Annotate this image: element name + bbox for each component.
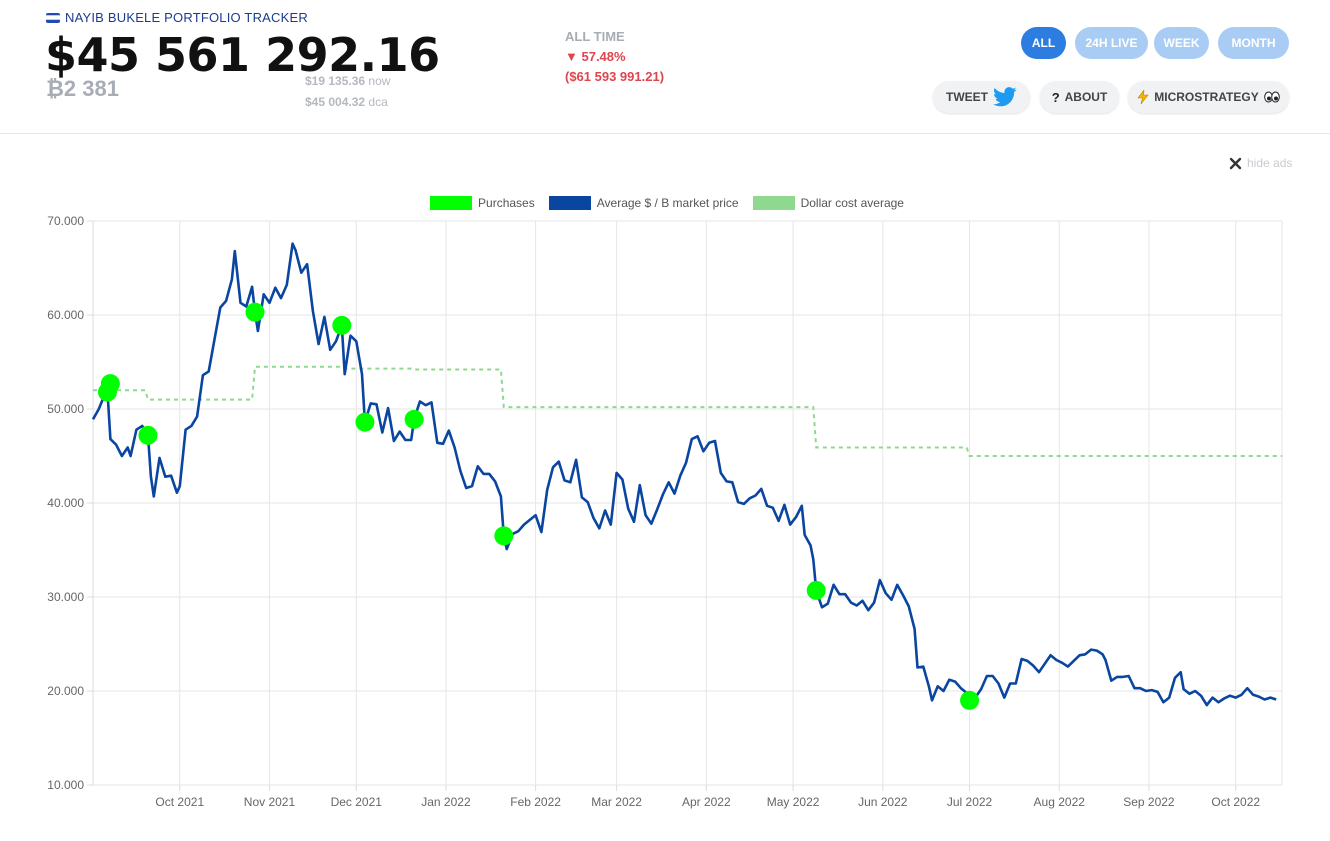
legend-swatch-price	[548, 196, 591, 210]
purchase-point	[138, 425, 158, 445]
x-tick-label: Feb 2022	[510, 795, 561, 809]
hide-ads-label: hide ads	[1247, 156, 1293, 170]
price-chart: 70.000 60.000 50.000 40.000 30.000 20.000 10.0…	[47, 214, 1283, 809]
alltime-label: ALL TIME	[565, 29, 625, 44]
x-tick-label: May 2022	[767, 795, 820, 809]
purchase-point	[100, 374, 120, 394]
x-tick-label: Oct 2021	[155, 795, 204, 809]
legend-swatch-purchases	[430, 196, 473, 210]
alltime-loss: ($61 593 991.21)	[565, 69, 665, 84]
dca-label: dca	[368, 95, 388, 109]
time-button-24h-live[interactable]: 24H LIVE	[1075, 27, 1148, 59]
x-tick-label: Apr 2022	[682, 795, 731, 809]
purchase-point	[806, 580, 826, 600]
purchase-point	[960, 690, 980, 710]
x-tick-label: Jun 2022	[858, 795, 908, 809]
eyes-icon	[1263, 91, 1280, 103]
x-tick-label: Dec 2021	[331, 795, 383, 809]
x-tick-label: Aug 2022	[1034, 795, 1086, 809]
x-tick-label: Sep 2022	[1123, 795, 1175, 809]
portfolio-value: $45 561 292.16	[45, 28, 440, 82]
legend-item-price[interactable]: Average $ / B market price	[548, 196, 739, 210]
legend-label-dca: Dollar cost average	[800, 196, 904, 210]
y-tick-label: 50.000	[47, 402, 84, 416]
legend-label-price: Average $ / B market price	[596, 196, 739, 210]
about-button-label: ABOUT	[1064, 90, 1108, 104]
twitter-icon	[993, 87, 1017, 107]
brand-title: NAYIB BUKELE PORTFOLIO TRACKER	[65, 10, 308, 25]
chart-legend: Purchases Average $ / B market price Dol…	[0, 196, 1330, 210]
lightning-icon	[1137, 90, 1149, 104]
tweet-button-label: TWEET	[946, 90, 988, 104]
legend-item-dca[interactable]: Dollar cost average	[752, 196, 904, 210]
time-button-week[interactable]: WEEK	[1154, 27, 1209, 59]
purchase-point	[355, 412, 375, 432]
legend-swatch-dca	[752, 196, 795, 210]
x-tick-label: Mar 2022	[591, 795, 642, 809]
purchase-point	[245, 302, 265, 322]
close-icon	[1229, 157, 1242, 169]
y-tick-label: 30.000	[47, 590, 84, 604]
dca-line	[93, 365, 1282, 457]
microstrategy-button[interactable]: MICROSTRATEGY	[1128, 81, 1289, 113]
purchase-point	[494, 526, 514, 546]
alltime-percent: ▼ 57.48%	[565, 49, 626, 64]
purchase-point	[404, 409, 424, 429]
price-now-label: now	[368, 74, 391, 88]
el-salvador-flag-icon	[46, 12, 60, 23]
y-tick-label: 20.000	[47, 684, 84, 698]
microstrategy-button-label: MICROSTRATEGY	[1154, 90, 1259, 104]
x-tick-label: Oct 2022	[1211, 795, 1260, 809]
question-icon: ?	[1051, 89, 1060, 105]
price-line	[91, 242, 1277, 707]
dca-price: $45 004.32 dca	[305, 95, 388, 109]
purchase-point	[332, 315, 352, 335]
y-tick-label: 10.000	[47, 778, 84, 792]
y-tick-label: 40.000	[47, 496, 84, 510]
btc-holdings: ₿2 381	[46, 76, 119, 101]
price-now-value: $19 135.36	[305, 74, 366, 88]
hide-ads[interactable]: hide ads	[1229, 156, 1292, 170]
x-tick-label: Jan 2022	[421, 795, 471, 809]
about-button[interactable]: ? ABOUT	[1040, 81, 1119, 113]
time-button-all[interactable]: ALL	[1021, 27, 1066, 59]
dca-value: $45 004.32	[305, 95, 366, 109]
legend-item-purchases[interactable]: Purchases	[430, 196, 535, 210]
legend-label-purchases: Purchases	[478, 196, 535, 210]
brand: NAYIB BUKELE PORTFOLIO TRACKER	[46, 10, 308, 25]
y-tick-label: 60.000	[47, 308, 84, 322]
y-tick-label: 70.000	[47, 214, 84, 228]
price-now: $19 135.36 now	[305, 74, 390, 88]
header: NAYIB BUKELE PORTFOLIO TRACKER $45 561 2…	[0, 0, 1330, 134]
tweet-button[interactable]: TWEET	[933, 81, 1030, 113]
x-tick-label: Jul 2022	[947, 795, 993, 809]
x-tick-label: Nov 2021	[244, 795, 296, 809]
time-button-month[interactable]: MONTH	[1218, 27, 1289, 59]
